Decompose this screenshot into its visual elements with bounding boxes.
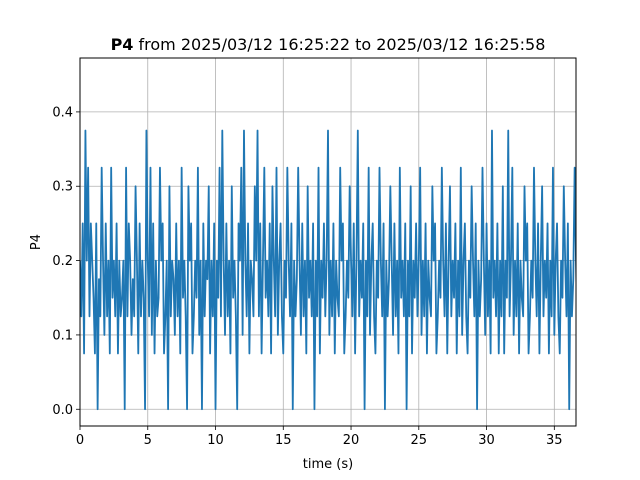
x-tick-label: 5 bbox=[144, 433, 152, 448]
ticks: 0 5 10 15 20 25 30 35 0.0 0.1 0.2 0.3 0.4 bbox=[52, 105, 562, 448]
series-line bbox=[80, 129, 576, 411]
x-axis-label: time (s) bbox=[303, 457, 353, 472]
y-tick-label: 0.2 bbox=[52, 254, 73, 269]
chart-title-bold: P4 bbox=[111, 35, 134, 54]
plot-frame bbox=[79, 57, 577, 427]
x-tick-label: 25 bbox=[411, 433, 428, 448]
x-tick-label: 20 bbox=[343, 433, 360, 448]
chart-title: P4 from 2025/03/12 16:25:22 to 2025/03/1… bbox=[111, 35, 546, 54]
y-tick-label: 0.3 bbox=[52, 180, 73, 195]
y-tick-label: 0.1 bbox=[52, 328, 73, 343]
y-tick-label: 0.4 bbox=[52, 105, 73, 120]
x-tick-label: 0 bbox=[76, 433, 84, 448]
x-tick-label: 15 bbox=[275, 433, 292, 448]
y-axis-label: P4 bbox=[29, 234, 44, 250]
x-tick-label: 10 bbox=[207, 433, 224, 448]
x-tick-label: 30 bbox=[478, 433, 495, 448]
x-tick-label: 35 bbox=[546, 433, 563, 448]
y-tick-label: 0.0 bbox=[52, 403, 73, 418]
chart-title-rest: from 2025/03/12 16:25:22 to 2025/03/12 1… bbox=[133, 35, 545, 54]
